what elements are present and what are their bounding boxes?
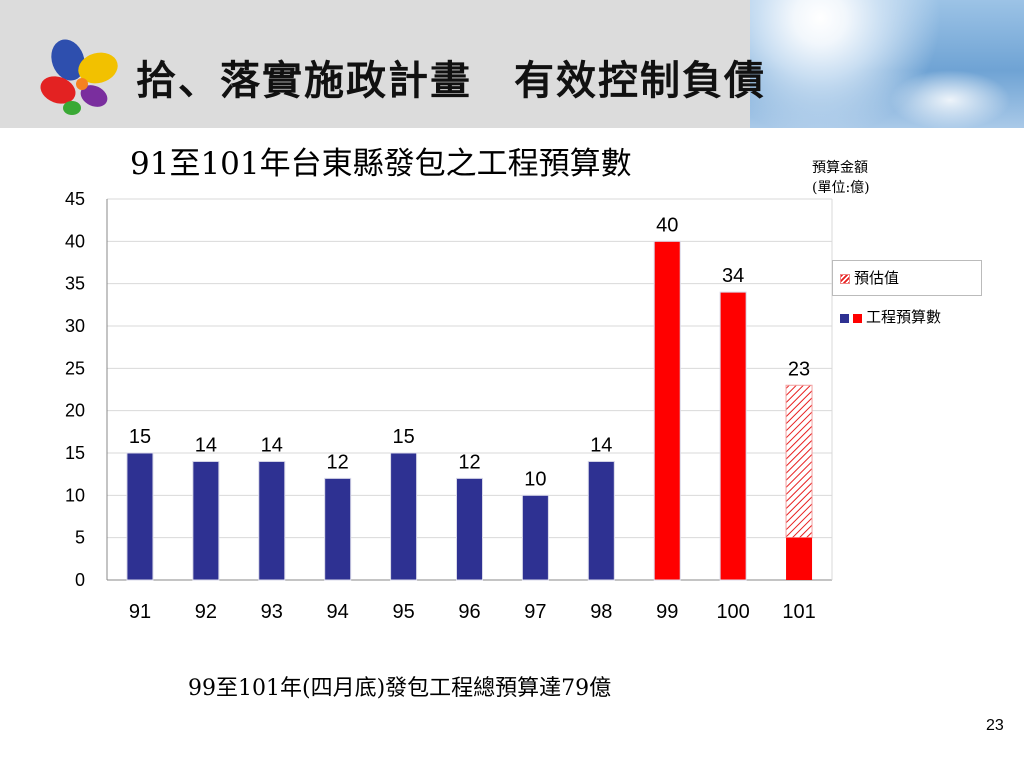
header-bar bbox=[0, 0, 1024, 128]
y-tick-label: 10 bbox=[65, 485, 85, 505]
blue-swatch-icon bbox=[840, 313, 849, 323]
data-label: 15 bbox=[129, 426, 151, 448]
chart-title: 91至101年台東縣發包之工程預算數 bbox=[130, 146, 632, 182]
bar-100 bbox=[719, 291, 747, 581]
y-tick-label: 45 bbox=[65, 189, 85, 209]
bar-99 bbox=[653, 240, 681, 581]
x-tick-label: 95 bbox=[392, 601, 414, 623]
x-tick-label: 98 bbox=[590, 601, 612, 623]
data-label: 14 bbox=[590, 434, 612, 456]
footnote: 99至101年(四月底)發包工程總預算達79億 bbox=[188, 676, 612, 701]
unit-note: 預算金額 (單位:億) bbox=[812, 158, 870, 198]
county-logo-icon bbox=[40, 39, 118, 115]
bar-estimate-101 bbox=[785, 384, 813, 539]
y-tick-label: 25 bbox=[65, 358, 85, 378]
red-swatch-icon bbox=[853, 313, 862, 323]
legend-label-budget: 工程預算數 bbox=[866, 308, 942, 326]
y-tick-label: 0 bbox=[75, 570, 85, 590]
legend-label-estimate: 預估值 bbox=[854, 269, 900, 287]
data-label: 15 bbox=[392, 426, 414, 448]
data-label: 14 bbox=[261, 434, 283, 456]
slide-title: 拾、落實施政計畫 有效控制負債 bbox=[136, 57, 766, 104]
bar-97 bbox=[521, 494, 549, 581]
page-number: 23 bbox=[986, 717, 1004, 734]
x-tick-label: 100 bbox=[716, 601, 749, 623]
bar-95 bbox=[390, 452, 418, 581]
y-tick-label: 20 bbox=[65, 401, 85, 421]
data-label: 14 bbox=[195, 434, 217, 456]
x-tick-label: 97 bbox=[524, 601, 546, 623]
bar-92 bbox=[192, 460, 220, 581]
bar-91 bbox=[126, 452, 154, 581]
hatched-swatch-icon bbox=[840, 274, 850, 284]
bar-94 bbox=[324, 477, 352, 581]
legend-item-estimate: 預估值 bbox=[840, 268, 899, 288]
sky-photo bbox=[750, 0, 1024, 128]
y-tick-label: 15 bbox=[65, 443, 85, 463]
y-tick-label: 30 bbox=[65, 316, 85, 336]
x-tick-label: 96 bbox=[458, 601, 480, 623]
bar-actual-101 bbox=[786, 537, 813, 580]
x-tick-label: 93 bbox=[261, 601, 283, 623]
y-tick-label: 35 bbox=[65, 274, 85, 294]
x-tick-label: 92 bbox=[195, 601, 217, 623]
data-label: 23 bbox=[788, 358, 810, 380]
bar-98 bbox=[587, 460, 615, 581]
y-tick-label: 40 bbox=[65, 231, 85, 251]
unit-measure: (單位:億) bbox=[812, 180, 870, 196]
bar-93 bbox=[258, 460, 286, 581]
chart-legend: 預估值 工程預算數 bbox=[832, 260, 982, 330]
x-tick-label: 101 bbox=[782, 601, 815, 623]
data-label: 12 bbox=[458, 451, 480, 473]
bar-96 bbox=[456, 477, 483, 581]
legend-item-budget: 工程預算數 bbox=[840, 307, 941, 327]
x-tick-label: 99 bbox=[656, 601, 678, 623]
y-tick-label: 5 bbox=[75, 528, 85, 548]
data-label: 10 bbox=[524, 468, 546, 490]
legend-box bbox=[832, 260, 982, 296]
x-tick-label: 91 bbox=[129, 601, 151, 623]
x-tick-label: 94 bbox=[327, 601, 349, 623]
data-label: 12 bbox=[327, 451, 349, 473]
data-label: 40 bbox=[656, 214, 678, 236]
unit-label: 預算金額 bbox=[812, 160, 868, 176]
data-label: 34 bbox=[722, 265, 744, 287]
